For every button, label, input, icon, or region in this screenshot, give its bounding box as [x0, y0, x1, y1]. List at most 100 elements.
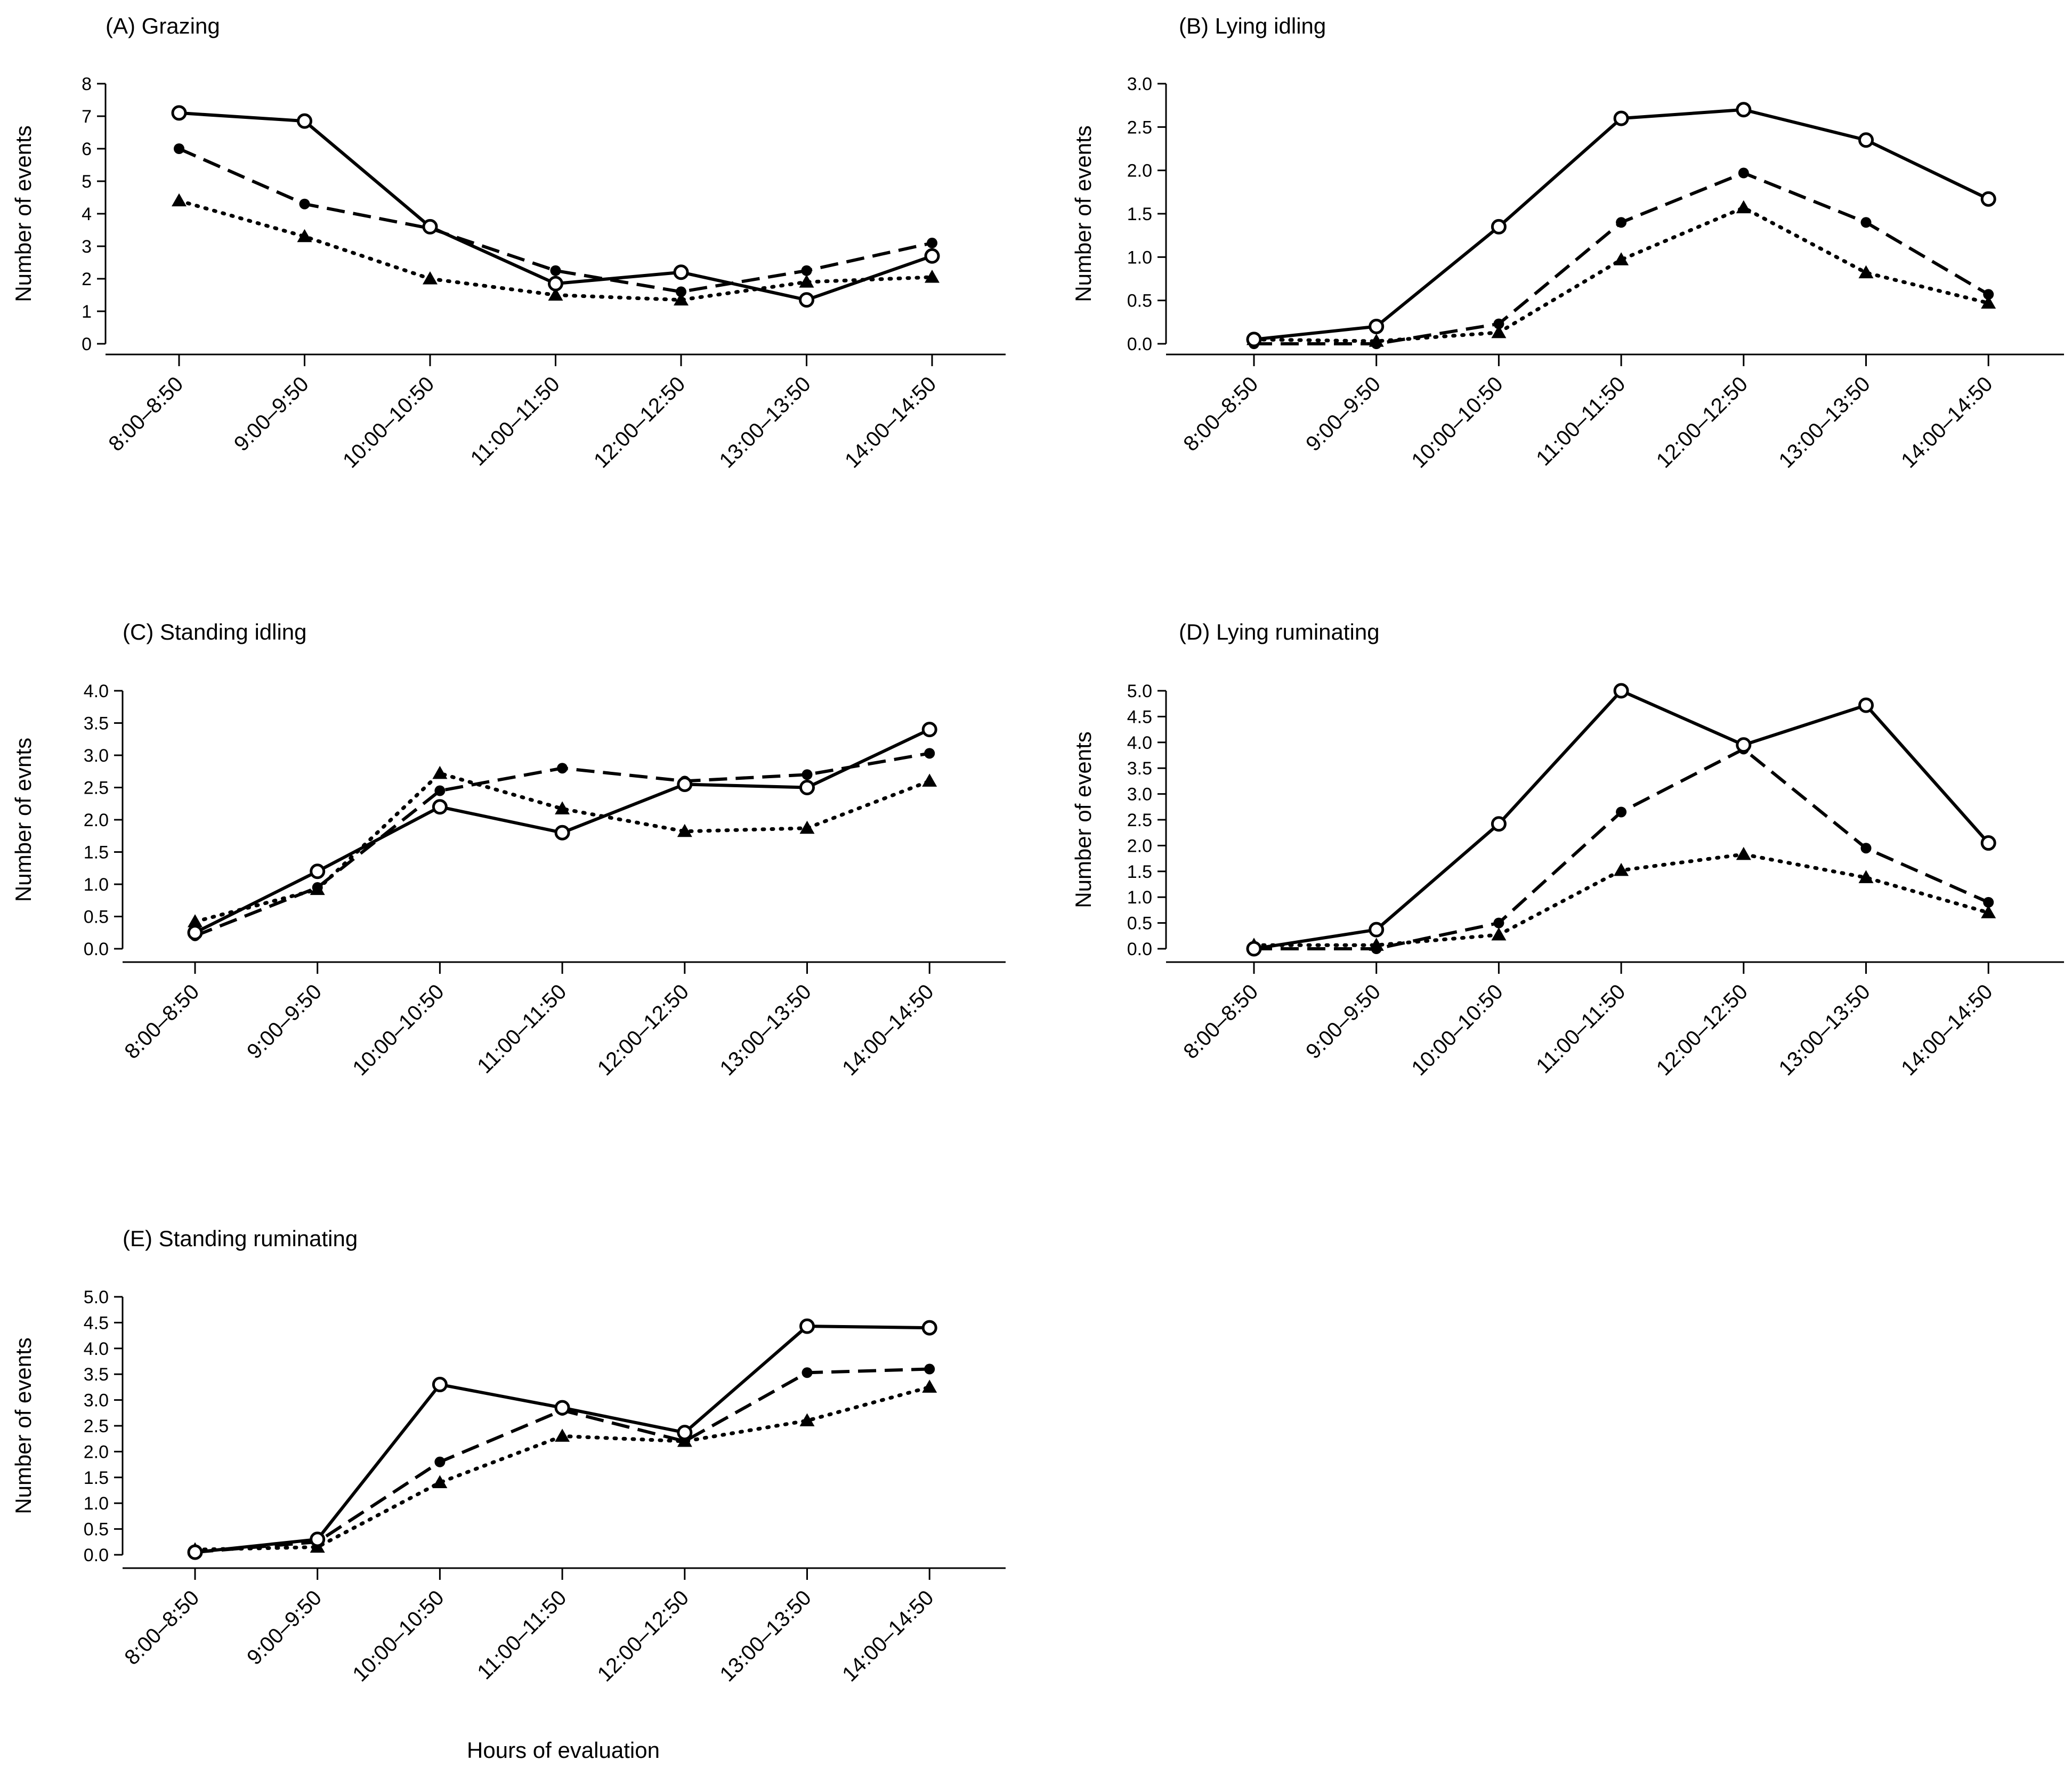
point-open-circle: [1369, 318, 1385, 334]
x-tick-label: 12:00–12:50: [1652, 980, 1752, 1080]
x-tick-label: 14:00–14:50: [840, 372, 941, 472]
x-tick-label: 9:00–9:50: [230, 372, 313, 456]
point-filled-triangle: [1491, 325, 1507, 338]
y-tick-label: 2: [82, 269, 92, 289]
y-axis-title: Number of events: [11, 1337, 36, 1514]
point-filled-triangle: [674, 292, 689, 306]
point-filled-triangle: [1981, 905, 1996, 918]
point-filled-triangle: [1858, 870, 1874, 883]
x-tick-label: 11:00–11:50: [466, 372, 564, 470]
y-tick-label: 3.5: [84, 714, 109, 734]
x-tick-label: 13:00–13:50: [715, 372, 815, 472]
y-tick-label: 0.0: [84, 939, 109, 959]
point-filled-circle: [1371, 943, 1382, 954]
x-tick-label: 10:00–10:50: [348, 1586, 448, 1686]
point-filled-circle: [550, 265, 561, 276]
y-tick-label: 4: [82, 204, 92, 224]
y-tick-label: 3.0: [84, 1391, 109, 1411]
point-filled-circle: [174, 143, 184, 154]
y-tick-label: 2.5: [1127, 810, 1152, 830]
y-tick-label: 1.0: [1127, 887, 1152, 908]
point-open-circle: [310, 863, 326, 879]
x-tick-label: 12:00–12:50: [589, 372, 690, 472]
point-open-circle: [548, 276, 563, 292]
chart-panel-4: (D) Lying ruminating 0.0 0.5 1.0 1.5 2.0 2.5 3.…: [1071, 619, 2064, 1080]
point-filled-triangle: [922, 773, 937, 787]
y-tick-label: 5: [82, 172, 92, 192]
y-tick-label: 0.5: [1127, 914, 1152, 934]
y-tick-label: 4.5: [84, 1313, 109, 1333]
point-filled-triangle: [423, 271, 438, 285]
point-filled-circle: [299, 198, 310, 209]
x-tick-label: 10:00–10:50: [1407, 980, 1507, 1080]
point-filled-circle: [1983, 897, 1994, 908]
point-open-circle: [799, 292, 814, 308]
point-filled-triangle: [172, 193, 187, 207]
point-filled-triangle: [555, 1428, 570, 1442]
point-open-circle: [297, 113, 312, 129]
x-tick-label: 8:00–8:50: [120, 980, 204, 1063]
x-tick-label: 14:00–14:50: [838, 980, 938, 1080]
point-filled-circle: [802, 1367, 813, 1378]
point-open-circle: [310, 1531, 326, 1547]
point-open-circle: [921, 722, 937, 738]
point-filled-circle: [924, 748, 935, 759]
point-filled-triangle: [1491, 927, 1507, 941]
y-tick-label: 2.0: [84, 1442, 109, 1462]
point-filled-circle: [1371, 338, 1382, 349]
point-filled-triangle: [297, 229, 312, 243]
point-open-circle: [1491, 816, 1507, 832]
x-tick-label: 14:00–14:50: [1897, 980, 1997, 1080]
point-filled-triangle: [1736, 846, 1751, 860]
x-tick-label: 11:00–11:50: [1532, 372, 1630, 470]
y-tick-label: 0.5: [1127, 291, 1152, 311]
series-line-solid-open-circle: [1253, 689, 1990, 950]
x-tick-label: 10:00–10:50: [338, 372, 439, 472]
y-tick-label: 3.0: [1127, 74, 1152, 94]
point-open-circle: [1369, 922, 1385, 938]
y-tick-label: 3.0: [1127, 785, 1152, 805]
y-tick-label: 1.5: [1127, 204, 1152, 224]
x-tick-label: 9:00–9:50: [1301, 372, 1385, 456]
point-filled-triangle: [799, 275, 814, 288]
point-filled-triangle: [1614, 862, 1629, 876]
y-tick-label: 5.0: [84, 1287, 109, 1307]
point-filled-circle: [1493, 318, 1504, 329]
x-tick-label: 8:00–8:50: [1179, 372, 1262, 456]
y-tick-label: 8: [82, 74, 92, 94]
y-axis-title: Number of events: [11, 125, 36, 302]
y-axis-title: Number of evnts: [11, 738, 36, 902]
point-filled-circle: [1860, 843, 1872, 854]
point-filled-triangle: [799, 820, 815, 834]
y-tick-label: 4.5: [1127, 707, 1152, 727]
point-open-circle: [1858, 132, 1874, 148]
chart-panel-3: (C) Standing idling 0.0 0.5 1.0 1.5 2.0 2.5 3.0…: [11, 619, 1006, 1080]
point-open-circle: [1980, 191, 1996, 207]
y-axis-title: Number of events: [1071, 731, 1096, 908]
point-open-circle: [1613, 110, 1629, 126]
point-open-circle: [432, 799, 448, 815]
x-tick-label: 11:00–11:50: [473, 1586, 571, 1684]
y-tick-label: 4.0: [84, 1339, 109, 1359]
x-tick-label: 14:00–14:50: [1897, 372, 1997, 472]
point-open-circle: [799, 1318, 815, 1334]
panel-title: (A) Grazing: [106, 13, 220, 38]
y-tick-label: 2.5: [1127, 117, 1152, 138]
point-filled-circle: [927, 237, 937, 248]
y-tick-label: 2.0: [1127, 161, 1152, 181]
panel-title: (E) Standing ruminating: [123, 1226, 358, 1251]
y-tick-label: 6: [82, 139, 92, 159]
point-open-circle: [924, 248, 940, 264]
panel-title: (C) Standing idling: [123, 619, 307, 644]
point-open-circle: [422, 219, 438, 235]
point-filled-triangle: [1858, 265, 1874, 279]
x-tick-label: 14:00–14:50: [838, 1586, 938, 1686]
y-tick-label: 3.5: [1127, 758, 1152, 779]
y-tick-label: 4.0: [84, 681, 109, 701]
point-filled-circle: [924, 1363, 935, 1375]
panel-title: (B) Lying idling: [1179, 13, 1326, 38]
point-open-circle: [1736, 102, 1752, 118]
point-filled-circle: [312, 882, 323, 893]
point-open-circle: [187, 1544, 203, 1560]
